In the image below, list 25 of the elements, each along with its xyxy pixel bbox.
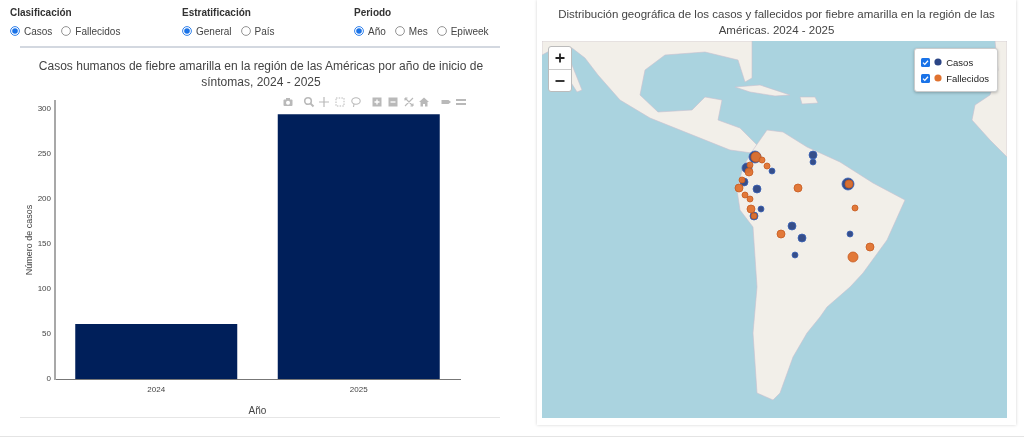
y-tick-label: 250 [37, 149, 52, 159]
chart-title: Casos humanos de fiebre amarilla en la región de las Américas por año de inicio de síntomas, 2024 - 2025 [37, 58, 485, 90]
x-tick-label: 2025 [349, 385, 369, 394]
category-label: Año [368, 25, 386, 37]
legend-label: Fallecidos [946, 72, 989, 84]
category-label: País [254, 25, 275, 37]
y-tick-label: 50 [42, 329, 52, 339]
y-tick-label: 300 [37, 104, 52, 114]
y-axis-title: Número de casos [23, 204, 34, 276]
category-label: Mes [408, 25, 428, 37]
y-tick-label: 0 [46, 374, 52, 384]
category-label: Casos [24, 25, 53, 37]
y-tick-label: 100 [37, 284, 52, 294]
category-label: Fallecidos [75, 25, 121, 37]
x-axis-title: Año [248, 404, 267, 416]
x-tick-label: 2024 [147, 385, 166, 394]
y-tick-label: 200 [37, 194, 52, 204]
text: Periodo [354, 6, 393, 20]
category-label: Epiweek [450, 25, 489, 37]
legend-label: Casos [946, 56, 974, 68]
text: Distribución geográfica de los casos y fallecidos por fiebre amarilla en la región de las Américas. 2024 - 2025 [557, 7, 996, 38]
category-label: General [196, 25, 232, 37]
y-tick-label: 150 [37, 239, 52, 249]
text: Clasificación [10, 6, 73, 20]
text: Estratificación [182, 6, 252, 20]
